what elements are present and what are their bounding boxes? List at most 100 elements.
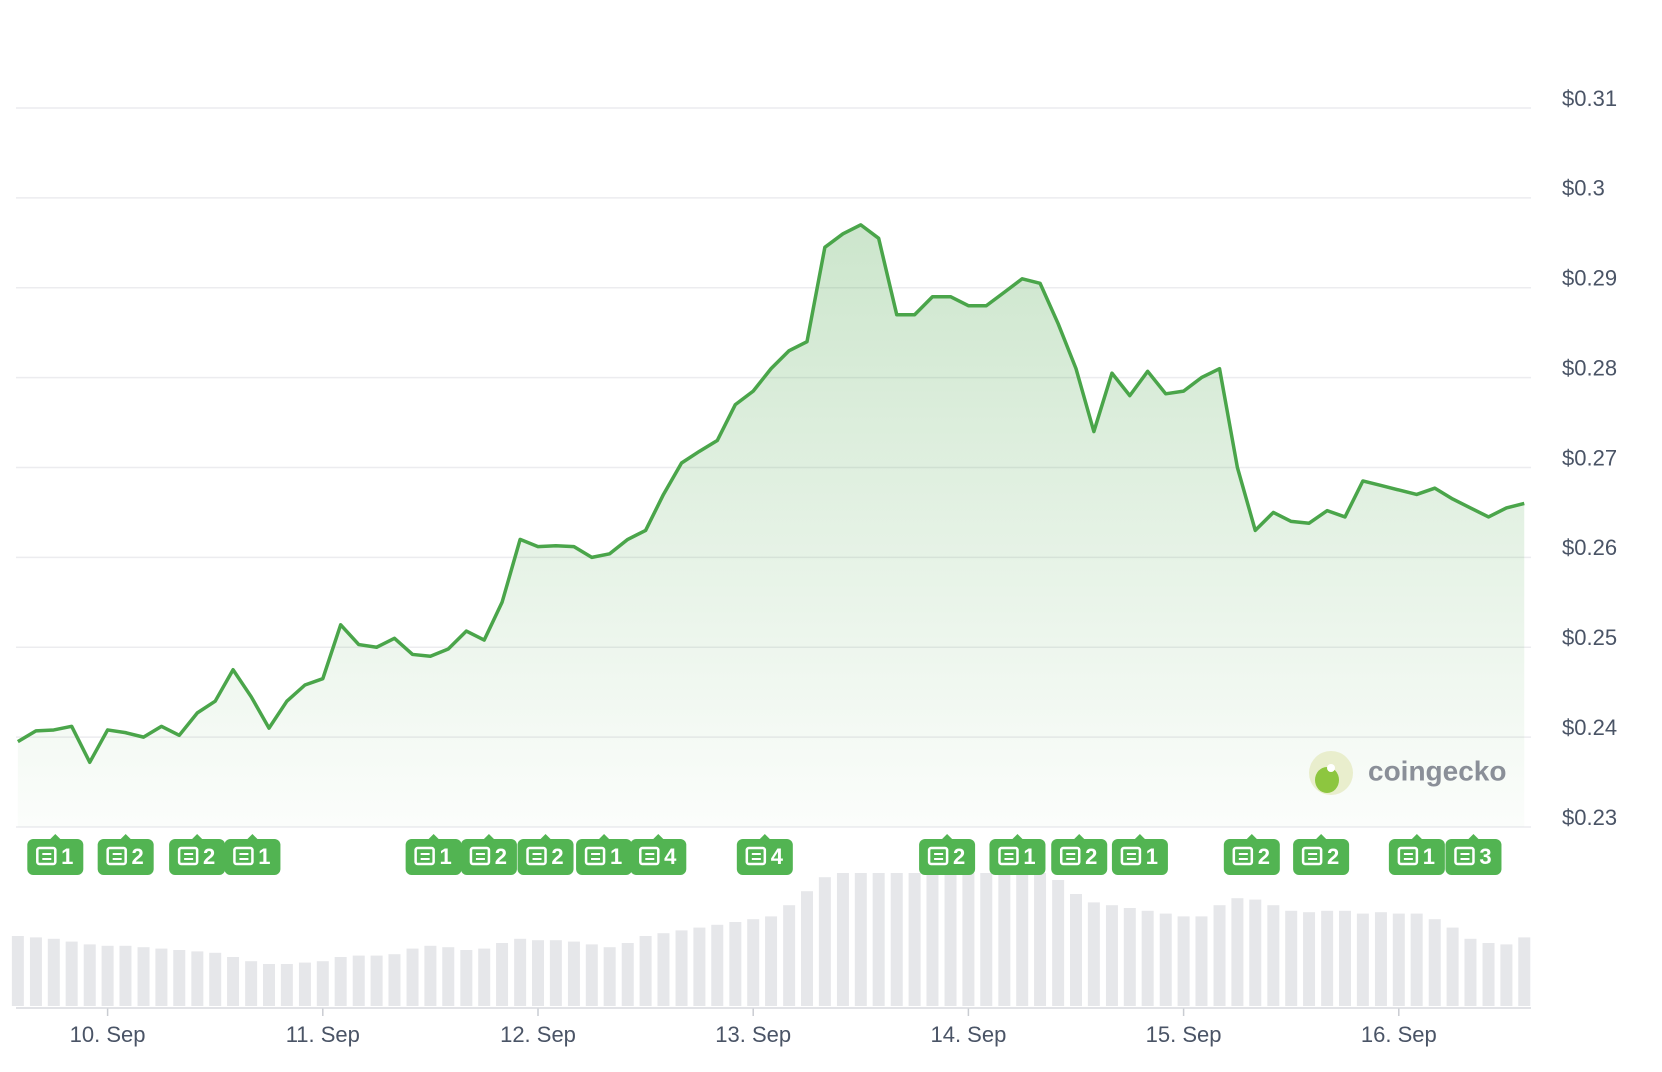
volume-bar <box>908 873 921 1006</box>
news-badge[interactable]: 1 <box>576 834 633 875</box>
news-badge[interactable]: 2 <box>1293 834 1350 875</box>
news-badge[interactable]: 1 <box>989 834 1046 875</box>
volume-bar <box>173 950 186 1006</box>
volume-bar <box>245 961 258 1006</box>
badge-count: 1 <box>1023 844 1035 869</box>
badge-icon <box>1120 846 1142 866</box>
volume-bar <box>693 927 706 1006</box>
volume-bar <box>1339 910 1351 1006</box>
y-tick-label: $0.3 <box>1562 176 1605 201</box>
volume-bar <box>1464 938 1477 1006</box>
badge-count: 1 <box>610 844 622 869</box>
news-badge[interactable]: 1 <box>1388 834 1445 875</box>
x-tick-label: 11. Sep <box>286 1022 360 1047</box>
volume-bar <box>155 948 168 1006</box>
badge-pointer <box>246 834 259 840</box>
volume-bar <box>980 873 993 1006</box>
news-badge[interactable]: 2 <box>1223 834 1280 875</box>
volume-bar <box>29 937 42 1006</box>
volume-bar <box>1303 912 1316 1006</box>
volume-bar <box>854 873 867 1006</box>
volume-bar <box>1518 937 1531 1006</box>
badge-count: 1 <box>440 844 452 869</box>
price-area <box>17 224 1525 828</box>
volume-bar <box>998 873 1011 1006</box>
news-badge[interactable]: 4 <box>736 834 793 875</box>
volume-bar <box>1374 912 1387 1006</box>
x-tick-label: 15. Sep <box>1146 1022 1222 1047</box>
volume-bar <box>765 916 778 1006</box>
volume-bar <box>621 943 634 1006</box>
news-badge[interactable]: 3 <box>1445 834 1502 875</box>
volume-bar <box>298 962 311 1006</box>
volume-bar <box>747 919 760 1006</box>
volume-bar <box>657 933 670 1006</box>
badge-pointer <box>1315 834 1328 840</box>
badge-icon <box>584 846 606 866</box>
badge-pointer <box>119 834 132 840</box>
volume-bar <box>83 944 96 1006</box>
volume-bar <box>872 873 885 1006</box>
volume-bar <box>603 947 616 1006</box>
badge-pointer <box>758 834 771 840</box>
volume-bar <box>460 950 473 1006</box>
news-badge[interactable]: 1 <box>405 834 462 875</box>
badge-icon <box>745 846 767 866</box>
volume-bar <box>1249 899 1262 1006</box>
volume-bar <box>316 961 329 1006</box>
volume-bar <box>1141 910 1154 1006</box>
badge-count: 1 <box>61 844 73 869</box>
volume-bar <box>1410 913 1423 1006</box>
news-badge[interactable]: 2 <box>169 834 226 875</box>
volume-bar <box>1123 908 1136 1006</box>
news-badge[interactable]: 2 <box>460 834 517 875</box>
watermark: coingecko <box>1309 751 1506 795</box>
volume-bar <box>227 957 240 1006</box>
news-badge[interactable]: 1 <box>224 834 281 875</box>
badge-count: 2 <box>953 844 965 869</box>
badge-count: 3 <box>1479 844 1491 869</box>
badge-icon <box>36 846 57 866</box>
x-tick-label: 14. Sep <box>930 1022 1006 1047</box>
volume-bar <box>1159 913 1172 1006</box>
volume-bar <box>567 941 580 1006</box>
news-badge[interactable]: 4 <box>630 834 687 875</box>
badge-pointer <box>539 834 552 840</box>
badge-pointer <box>1410 834 1423 840</box>
y-tick-label: $0.29 <box>1562 266 1617 291</box>
volume-bar <box>1105 905 1118 1006</box>
y-tick-label: $0.25 <box>1562 625 1617 650</box>
volume-bar <box>801 891 813 1006</box>
volume-bar <box>263 964 275 1006</box>
volume-bar <box>1356 913 1369 1006</box>
badge-pointer <box>482 834 495 840</box>
badge-icon <box>526 846 547 866</box>
volume-bar <box>1285 910 1298 1006</box>
badge-icon <box>927 846 949 866</box>
volume-bar <box>1213 905 1226 1006</box>
news-badge[interactable]: 2 <box>919 834 976 875</box>
volume-bar <box>926 873 939 1006</box>
news-badge[interactable]: 1 <box>1111 834 1168 875</box>
volume-bar <box>334 957 347 1006</box>
volume-bar <box>1428 919 1441 1006</box>
badge-pointer <box>191 834 204 840</box>
news-badge[interactable]: 2 <box>517 834 574 875</box>
volume-bar <box>1267 905 1280 1006</box>
volume-bar <box>783 905 796 1006</box>
badge-count: 2 <box>551 844 563 869</box>
badge-count: 2 <box>1085 844 1097 869</box>
volume-bar <box>1231 898 1244 1006</box>
news-badge[interactable]: 2 <box>97 834 154 875</box>
news-badge[interactable]: 2 <box>1051 834 1108 875</box>
volume-bar <box>944 873 957 1006</box>
badge-pointer <box>598 834 611 840</box>
news-badge[interactable]: 1 <box>27 834 84 875</box>
volume-bar <box>1446 927 1459 1006</box>
y-tick-label: $0.23 <box>1562 805 1617 830</box>
volume-bar <box>1087 902 1100 1006</box>
volume-bar <box>101 945 114 1006</box>
badge-icon <box>1059 846 1081 866</box>
badge-count: 1 <box>1423 844 1435 869</box>
